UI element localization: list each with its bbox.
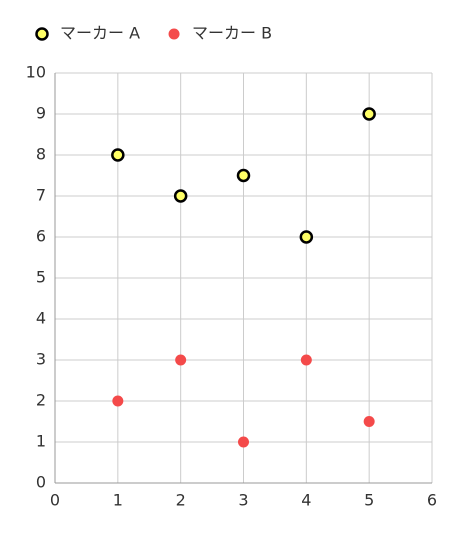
y-tick-label: 9 [36,104,46,123]
y-tick-label: 5 [36,268,46,287]
y-tick-label: 4 [36,309,46,328]
x-tick-label: 6 [427,491,437,510]
marker [362,107,376,121]
y-tick-label: 7 [36,186,46,205]
y-tick-label: 3 [36,350,46,369]
y-tick-label: 8 [36,145,46,164]
marker [363,416,375,427]
y-tick-label: 2 [36,391,46,410]
marker [173,189,188,203]
legend-marker [168,28,180,40]
x-tick-label: 1 [113,491,123,510]
marker [112,395,124,407]
y-tick-label: 0 [36,473,46,492]
legend-label: マーカー B [192,24,272,43]
x-tick-label: 4 [301,491,311,510]
legend-marker [35,27,49,41]
marker [238,436,249,448]
x-tick-label: 0 [50,491,60,510]
x-tick-label: 5 [364,491,374,510]
marker [299,230,314,244]
x-tick-label: 2 [176,491,186,510]
y-tick-label: 1 [36,432,46,451]
marker [111,148,125,162]
marker [300,354,312,366]
y-tick-label: 6 [36,227,46,246]
x-tick-label: 3 [238,491,248,510]
marker [236,168,251,183]
marker [175,354,187,366]
legend-label: マーカー A [60,24,140,43]
y-tick-label: 10 [26,63,46,82]
